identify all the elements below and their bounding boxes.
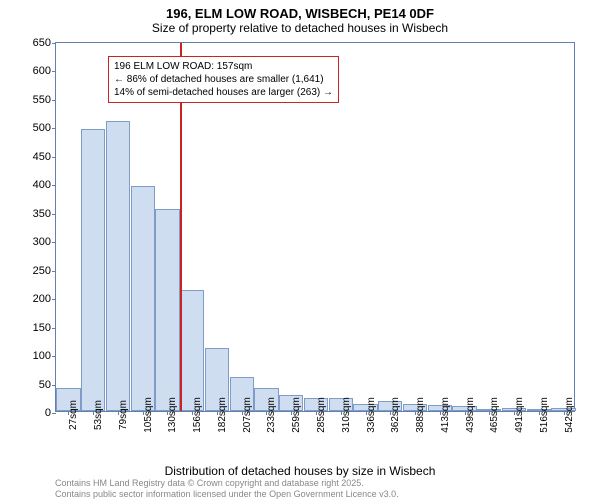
x-tick-mark	[539, 411, 540, 415]
annotation-line: 14% of semi-detached houses are larger (…	[114, 86, 333, 99]
x-tick-label: 542sqm	[564, 397, 575, 433]
y-tick-label: 350	[33, 208, 51, 220]
histogram-bar	[180, 290, 204, 411]
y-tick-mark	[52, 271, 56, 272]
x-tick-label: 53sqm	[93, 400, 104, 430]
x-tick-mark	[489, 411, 490, 415]
x-tick-mark	[217, 411, 218, 415]
x-tick-label: 182sqm	[217, 397, 228, 433]
x-tick-mark	[341, 411, 342, 415]
x-tick-label: 491sqm	[514, 397, 525, 433]
y-tick-mark	[52, 413, 56, 414]
x-tick-mark	[266, 411, 267, 415]
y-tick-label: 200	[33, 293, 51, 305]
x-tick-label: 233sqm	[266, 397, 277, 433]
x-tick-mark	[390, 411, 391, 415]
x-tick-label: 310sqm	[341, 397, 352, 433]
x-tick-mark	[564, 411, 565, 415]
x-tick-label: 413sqm	[440, 397, 451, 433]
x-tick-mark	[68, 411, 69, 415]
x-tick-mark	[143, 411, 144, 415]
histogram-bar	[131, 186, 155, 411]
y-tick-mark	[52, 185, 56, 186]
x-tick-label: 79sqm	[118, 400, 129, 430]
y-tick-mark	[52, 328, 56, 329]
x-tick-mark	[192, 411, 193, 415]
credits: Contains HM Land Registry data © Crown c…	[55, 478, 399, 500]
y-tick-label: 450	[33, 151, 51, 163]
y-tick-mark	[52, 214, 56, 215]
x-tick-label: 27sqm	[68, 400, 79, 430]
credits-line-1: Contains HM Land Registry data © Crown c…	[55, 478, 399, 489]
y-tick-label: 500	[33, 122, 51, 134]
y-tick-mark	[52, 43, 56, 44]
annotation-line: ← 86% of detached houses are smaller (1,…	[114, 73, 333, 86]
y-tick-mark	[52, 100, 56, 101]
x-tick-mark	[465, 411, 466, 415]
x-tick-mark	[440, 411, 441, 415]
y-tick-label: 400	[33, 179, 51, 191]
annotation-line: 196 ELM LOW ROAD: 157sqm	[114, 60, 333, 73]
y-tick-mark	[52, 356, 56, 357]
histogram-bar	[106, 121, 130, 411]
credits-line-2: Contains public sector information licen…	[55, 489, 399, 500]
x-tick-label: 156sqm	[192, 397, 203, 433]
y-tick-label: 550	[33, 94, 51, 106]
x-axis-label: Distribution of detached houses by size …	[0, 464, 600, 478]
x-tick-label: 105sqm	[143, 397, 154, 433]
x-tick-label: 516sqm	[539, 397, 550, 433]
y-tick-mark	[52, 242, 56, 243]
x-tick-label: 207sqm	[242, 397, 253, 433]
x-tick-mark	[316, 411, 317, 415]
y-tick-label: 150	[33, 322, 51, 334]
annotation-box: 196 ELM LOW ROAD: 157sqm← 86% of detache…	[108, 56, 339, 103]
x-tick-mark	[291, 411, 292, 415]
x-tick-label: 259sqm	[291, 397, 302, 433]
y-tick-label: 0	[45, 407, 51, 419]
y-tick-label: 250	[33, 265, 51, 277]
x-tick-mark	[366, 411, 367, 415]
x-tick-label: 130sqm	[167, 397, 178, 433]
x-tick-mark	[93, 411, 94, 415]
x-tick-label: 465sqm	[489, 397, 500, 433]
x-tick-label: 362sqm	[390, 397, 401, 433]
chart-title: 196, ELM LOW ROAD, WISBECH, PE14 0DF	[0, 0, 600, 21]
x-tick-label: 388sqm	[415, 397, 426, 433]
x-tick-label: 439sqm	[465, 397, 476, 433]
y-tick-mark	[52, 157, 56, 158]
x-tick-mark	[242, 411, 243, 415]
x-tick-mark	[118, 411, 119, 415]
y-tick-label: 600	[33, 65, 51, 77]
x-tick-label: 336sqm	[366, 397, 377, 433]
x-tick-mark	[514, 411, 515, 415]
chart-subtitle: Size of property relative to detached ho…	[0, 21, 600, 39]
y-tick-label: 300	[33, 236, 51, 248]
histogram-bar	[81, 129, 105, 411]
y-tick-mark	[52, 385, 56, 386]
histogram-bar	[155, 209, 179, 411]
y-tick-mark	[52, 71, 56, 72]
y-tick-mark	[52, 299, 56, 300]
x-tick-label: 285sqm	[316, 397, 327, 433]
y-tick-label: 50	[39, 379, 51, 391]
y-tick-label: 100	[33, 350, 51, 362]
plot-area: 0501001502002503003504004505005506006502…	[55, 42, 575, 412]
y-tick-mark	[52, 128, 56, 129]
y-tick-label: 650	[33, 37, 51, 49]
chart-container: 196, ELM LOW ROAD, WISBECH, PE14 0DF Siz…	[0, 0, 600, 500]
x-tick-mark	[415, 411, 416, 415]
x-tick-mark	[167, 411, 168, 415]
